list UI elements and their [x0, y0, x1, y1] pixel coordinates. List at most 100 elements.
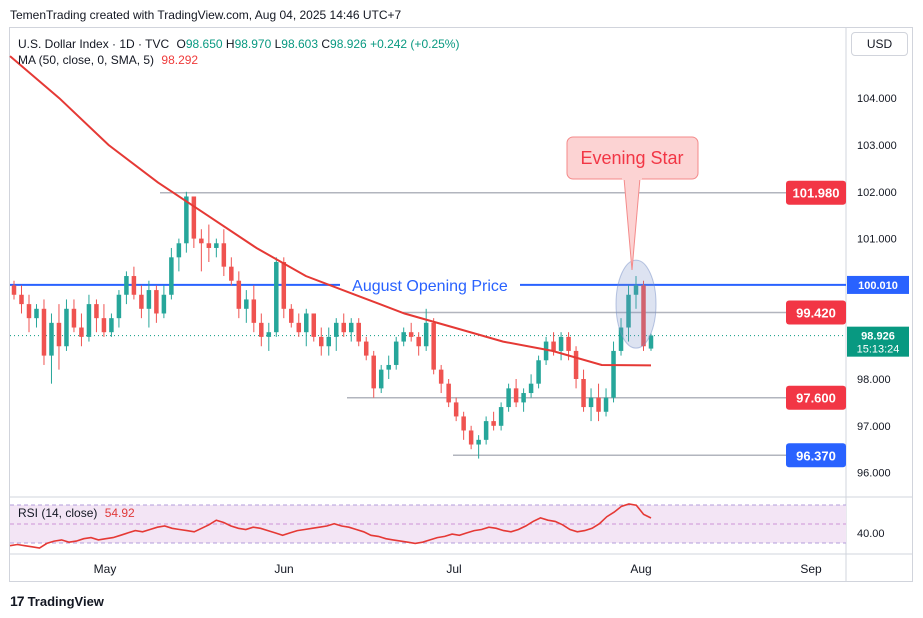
candle-body [371, 355, 376, 389]
candle [236, 271, 242, 319]
candle-body [408, 332, 414, 337]
candle-body [453, 402, 459, 417]
candle [423, 308, 429, 351]
y-tick-label: 104.000 [857, 93, 897, 105]
candle [356, 318, 361, 347]
candle [378, 364, 384, 394]
candle-body [558, 336, 564, 351]
opening-line-label: August Opening Price [352, 278, 508, 295]
candle-body [109, 318, 114, 333]
candle-body [341, 322, 346, 333]
candle-body [401, 332, 406, 342]
y-tick-label: 97.000 [857, 421, 891, 433]
low-label: L [274, 37, 282, 51]
candle-body [94, 304, 99, 319]
evening-star-callout: Evening Star [566, 136, 699, 271]
last-price-text: 98.926 [861, 331, 895, 343]
candle-body [423, 322, 429, 347]
candle-body [528, 383, 534, 394]
y-tick-label: 103.000 [857, 140, 897, 152]
candle-body [296, 322, 302, 333]
candle-body [146, 290, 152, 309]
candle [371, 350, 376, 398]
candle [191, 196, 197, 248]
candle [49, 313, 54, 384]
candle-body [648, 335, 654, 349]
callout-text: Evening Star [580, 148, 683, 168]
callout-join [622, 176, 642, 180]
candle [348, 318, 354, 342]
candle-body [446, 383, 451, 403]
rsi-y-tick: 40.00 [857, 528, 885, 540]
candle [154, 285, 159, 323]
candle-body [304, 313, 309, 333]
candle [319, 327, 324, 356]
candle [41, 299, 47, 365]
candle-body [116, 294, 122, 319]
ma-value: 98.292 [161, 53, 199, 67]
candle-body [221, 243, 227, 267]
candle [408, 322, 414, 342]
candle [79, 313, 84, 347]
candle-body [319, 336, 324, 347]
candle [64, 299, 69, 351]
callout-pointer [623, 177, 641, 271]
candle [11, 280, 17, 300]
candle [94, 299, 99, 333]
candle-body [124, 276, 129, 295]
candle [221, 229, 227, 277]
candle-body [34, 308, 39, 319]
open-value: 98.650 [185, 37, 223, 51]
brand-name: TradingView [27, 593, 104, 609]
candle [363, 336, 369, 361]
candle [229, 257, 234, 286]
candle [558, 332, 564, 361]
level-badge: 99.420 [786, 300, 846, 325]
candle [618, 318, 624, 356]
candle [461, 411, 466, 440]
footer-brand: 17 TradingView [10, 593, 104, 609]
close-label: C [321, 37, 331, 51]
x-tick-label: Aug [630, 562, 651, 576]
candle [311, 313, 317, 342]
candle-body [506, 388, 511, 408]
candle-body [521, 393, 526, 403]
candle [251, 285, 257, 333]
candle [498, 402, 504, 431]
candle [513, 379, 519, 408]
candle-body [49, 322, 54, 356]
candle-body [468, 430, 474, 445]
candle [483, 416, 489, 445]
pattern-highlight [615, 259, 657, 349]
level-badge-bg [786, 300, 846, 325]
last-price-bg [847, 326, 909, 357]
candle [169, 247, 174, 300]
candle-body [169, 257, 174, 295]
candle [199, 229, 204, 272]
candle [289, 304, 294, 328]
close-value: 98.926 [330, 37, 367, 51]
x-tick-label: Jun [274, 562, 293, 576]
candle [386, 355, 391, 379]
opening-label-bg [340, 274, 520, 295]
candle-body [161, 294, 167, 314]
candle [146, 280, 152, 328]
candle [161, 285, 167, 319]
candle [573, 346, 579, 389]
currency-selector[interactable]: USD [851, 32, 908, 56]
candle-body [56, 322, 62, 347]
y-tick-label: 101.000 [857, 234, 897, 246]
candle-body [79, 327, 84, 337]
candle [528, 374, 534, 398]
candle-body [281, 262, 287, 309]
rsi-line [9, 503, 652, 549]
tradingview-logo-icon: 17 [10, 593, 25, 609]
candle-body [214, 243, 219, 248]
candle [274, 257, 279, 337]
candle-body [274, 262, 279, 333]
candle-body [244, 299, 249, 309]
candle-body [199, 238, 204, 244]
candle [206, 224, 212, 262]
candle-body [543, 341, 549, 361]
